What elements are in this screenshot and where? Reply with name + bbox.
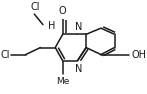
Text: O: O [59,6,66,16]
Text: H: H [48,20,55,31]
Text: N: N [75,64,82,74]
Text: Cl: Cl [31,2,40,12]
Text: N: N [75,22,82,32]
Text: OH: OH [131,50,146,60]
Text: Me: Me [56,77,69,86]
Text: Cl: Cl [1,50,10,60]
